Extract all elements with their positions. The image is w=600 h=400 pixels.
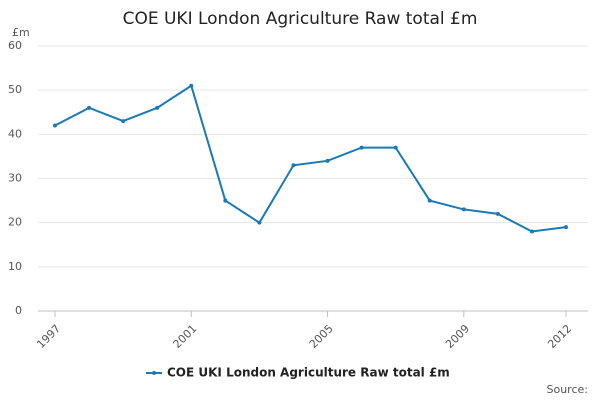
point xyxy=(461,207,466,212)
x-tick-label: 1997 xyxy=(34,322,63,351)
point xyxy=(495,211,500,216)
point xyxy=(529,229,534,234)
point xyxy=(189,83,194,88)
point xyxy=(291,163,296,168)
y-tick-label: 20 xyxy=(8,216,22,229)
legend-swatch-point xyxy=(152,371,156,375)
y-unit: £m xyxy=(12,26,30,39)
x-tick-label: 2012 xyxy=(545,322,574,351)
point xyxy=(393,145,398,150)
x-tick-label: 2001 xyxy=(171,322,200,351)
point xyxy=(359,145,364,150)
x-tick-label: 2005 xyxy=(307,322,336,351)
point xyxy=(427,198,432,203)
chart-title: COE UKI London Agriculture Raw total £m xyxy=(123,9,478,29)
y-tick-label: 30 xyxy=(8,172,22,185)
y-tick-label: 40 xyxy=(8,127,22,140)
point xyxy=(325,158,330,163)
point xyxy=(53,123,57,128)
legend-label: COE UKI London Agriculture Raw total £m xyxy=(167,366,450,380)
point xyxy=(121,119,126,124)
point xyxy=(223,198,228,203)
point xyxy=(155,105,160,110)
x-tick-label: 2009 xyxy=(443,322,472,351)
line xyxy=(54,84,567,233)
point xyxy=(564,225,568,230)
y-tick-label: 10 xyxy=(8,260,22,273)
source: Source: xyxy=(547,383,589,396)
y-tick-label: 60 xyxy=(8,39,22,52)
point xyxy=(257,220,262,225)
y-tick-label: 50 xyxy=(8,83,22,96)
point xyxy=(87,105,92,110)
y-tick-label: 0 xyxy=(15,304,22,317)
